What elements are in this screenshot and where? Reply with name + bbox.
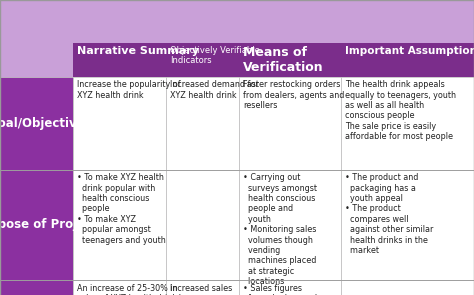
Text: Narrative Summary: Narrative Summary <box>77 46 199 56</box>
Bar <box>0 280 73 295</box>
Text: • To make XYZ health
  drink popular with
  health conscious
  people
• To make : • To make XYZ health drink popular with … <box>77 173 166 245</box>
Text: • Carrying out
  surveys amongst
  health conscious
  people and
  youth
• Monit: • Carrying out surveys amongst health co… <box>243 173 317 286</box>
Bar <box>73 77 166 170</box>
Bar <box>166 77 239 170</box>
Bar <box>73 280 166 295</box>
Text: Purpose of Project: Purpose of Project <box>0 218 98 232</box>
Bar <box>341 170 474 280</box>
Bar <box>73 170 166 280</box>
Text: • The product and
  packaging has a
  youth appeal
• The product
  compares well: • The product and packaging has a youth … <box>345 173 433 255</box>
Bar <box>341 77 474 170</box>
Bar <box>0 43 73 77</box>
Text: Important Assumptions: Important Assumptions <box>345 46 474 56</box>
Text: The health drink appeals
equally to teenagers, youth
as well as all health
consc: The health drink appeals equally to teen… <box>345 80 456 141</box>
Bar <box>239 280 341 295</box>
Text: Increased sales
volumes: Increased sales volumes <box>170 284 232 295</box>
Text: Faster restocking orders
from dealers, agents and
resellers: Faster restocking orders from dealers, a… <box>243 80 345 110</box>
Text: Increased demand for
XYZ health drink: Increased demand for XYZ health drink <box>170 80 258 100</box>
Bar <box>0 170 73 280</box>
Text: Objectively Verifiable
Indicators: Objectively Verifiable Indicators <box>170 46 260 65</box>
Bar <box>239 170 341 280</box>
Bar <box>166 170 239 280</box>
Bar <box>166 280 239 295</box>
Bar <box>0 0 474 43</box>
Bar <box>0 77 73 170</box>
Bar <box>239 77 341 170</box>
Bar <box>73 43 474 77</box>
Text: Goal/Objective: Goal/Objective <box>0 117 85 130</box>
Bar <box>341 280 474 295</box>
Text: An increase of 25-30% in
sales of XYZ health drink: An increase of 25-30% in sales of XYZ he… <box>77 284 178 295</box>
Text: • Sales figures
  from dealers and
  agents
• Market research
  surveys: • Sales figures from dealers and agents … <box>243 284 317 295</box>
Text: Increase the popularity of
XYZ health drink: Increase the popularity of XYZ health dr… <box>77 80 181 100</box>
Text: Means of
Verification: Means of Verification <box>243 46 324 74</box>
